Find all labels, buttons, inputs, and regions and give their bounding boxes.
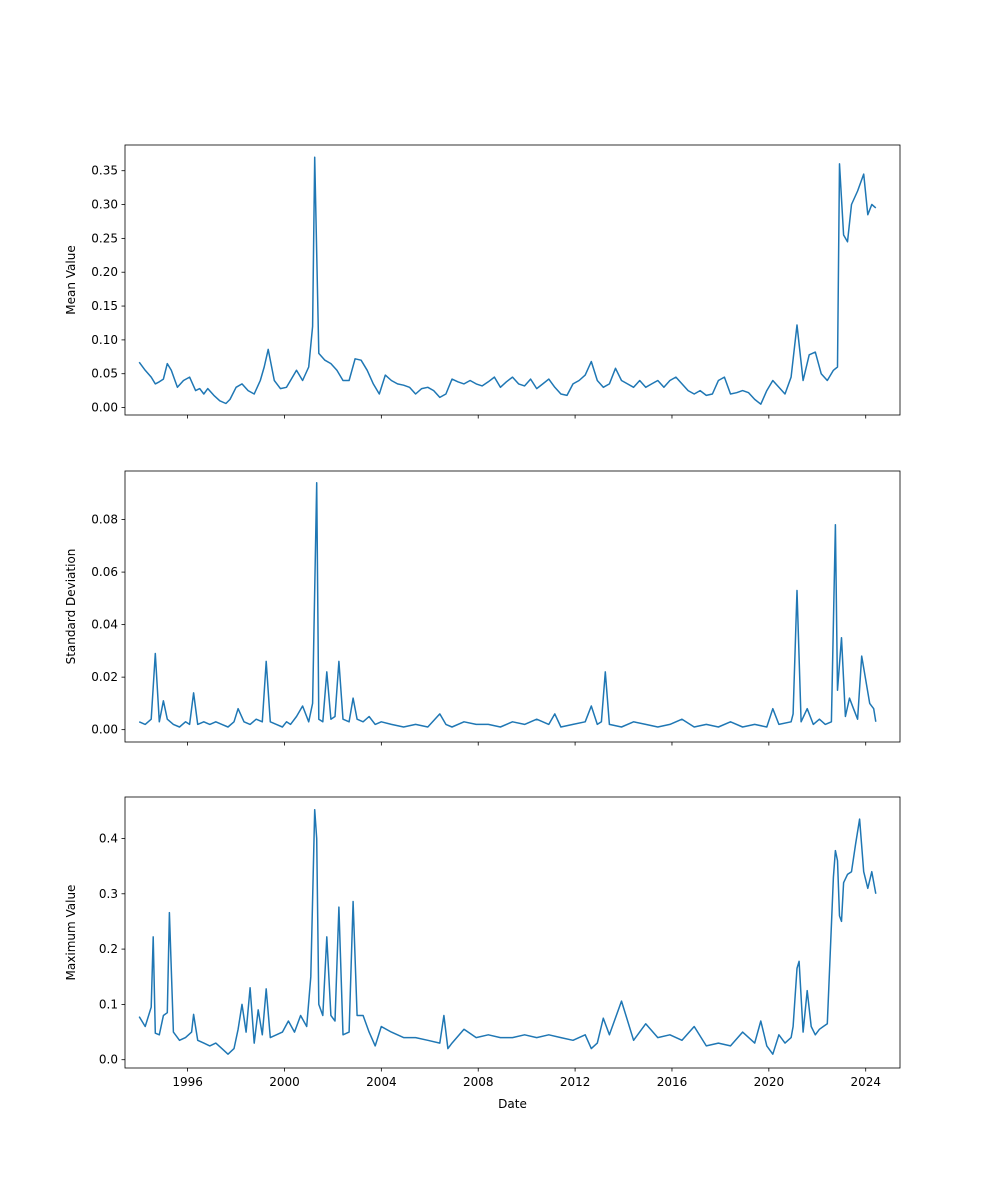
maximum-value-x-tick-label: 2016 [657,1075,688,1089]
standard-deviation-y-tick-label: 0.02 [91,670,118,684]
mean-value-y-tick-label: 0.15 [91,299,118,313]
maximum-value-y-tick-label: 0.2 [99,942,118,956]
maximum-value-x-axis-label: Date [498,1097,527,1111]
maximum-value-y-tick-label: 0.3 [99,887,118,901]
standard-deviation-y-axis-label: Standard Deviation [64,549,78,665]
maximum-value-x-tick-label: 2024 [850,1075,881,1089]
maximum-value-x-tick-label: 1996 [172,1075,203,1089]
standard-deviation-panel: 0.00 0.02 0.04 0.06 0.08 Standard Deviation [64,470,901,746]
standard-deviation-y-tick-label: 0.08 [91,513,118,527]
standard-deviation-series-line [138,482,877,728]
standard-deviation-y-tick-label: 0.00 [91,723,118,737]
standard-deviation-y-tick-label: 0.04 [91,618,118,632]
mean-value-y-tick-label: 0.35 [91,164,118,178]
maximum-value-y-axis-label: Maximum Value [64,885,78,981]
maximum-value-y-tick-label: 0.0 [99,1053,118,1067]
maximum-value-series-line [138,808,877,1055]
mean-value-y-tick-label: 0.25 [91,231,118,245]
maximum-value-x-tick-label: 2004 [366,1075,397,1089]
standard-deviation-axes-frame [124,470,901,743]
mean-value-y-tick-label: 0.05 [91,367,118,381]
mean-value-y-tick-label: 0.30 [91,198,118,212]
mean-value-y-tick-label: 0.20 [91,265,118,279]
maximum-value-y-tick-label: 0.1 [99,997,118,1011]
mean-value-y-tick-label: 0.10 [91,333,118,347]
maximum-value-axes-frame [124,796,901,1069]
mean-value-y-tick-label: 0.00 [91,401,118,415]
maximum-value-x-tick-label: 2012 [560,1075,591,1089]
maximum-value-x-tick-label: 2008 [463,1075,494,1089]
mean-value-y-axis-label: Mean Value [64,245,78,314]
mean-value-series-line [138,156,877,405]
maximum-value-panel: 0.0 0.1 0.2 0.3 0.4 1996 2000 2004 2008 2012 2016 2… [64,796,901,1111]
mean-value-axes-frame [124,144,901,416]
standard-deviation-y-tick-label: 0.06 [91,565,118,579]
mean-value-panel: 0.00 0.05 0.10 0.15 0.20 0.25 0.30 0.35 Mean Val… [64,144,901,419]
maximum-value-x-tick-label: 2000 [269,1075,300,1089]
maximum-value-x-tick-label: 2020 [754,1075,785,1089]
maximum-value-y-tick-label: 0.4 [99,831,118,845]
